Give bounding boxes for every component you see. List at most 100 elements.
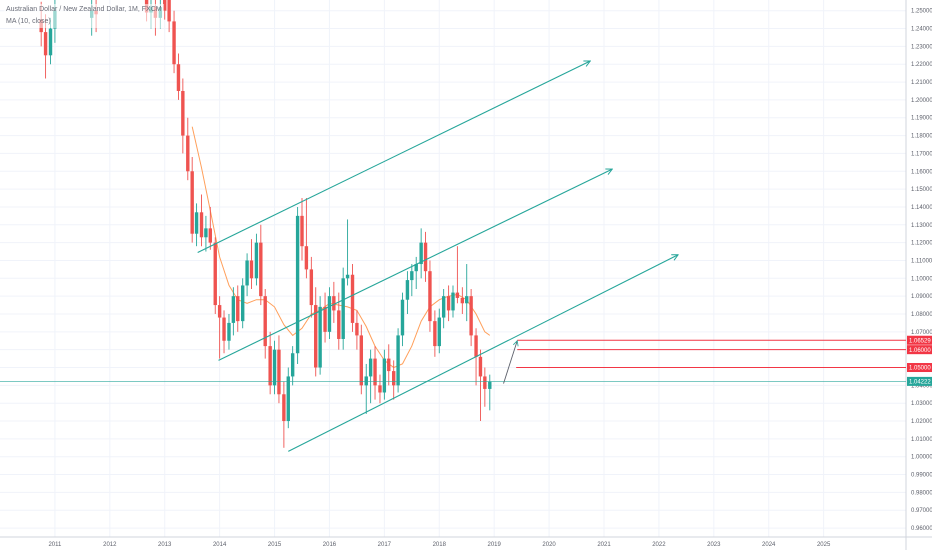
- candle-body: [488, 381, 492, 389]
- price-level-label-bg: [907, 345, 932, 355]
- y-tick-label: 1.00000: [911, 455, 932, 461]
- candle-body: [167, 0, 171, 22]
- channel-line-lower: [288, 255, 678, 452]
- candle-body: [268, 346, 272, 386]
- candle-body: [373, 358, 377, 386]
- candle-body: [451, 292, 455, 311]
- candle-body: [263, 296, 267, 347]
- candle-body: [359, 335, 364, 386]
- candle-body: [245, 260, 249, 286]
- candle-body: [194, 212, 199, 234]
- channel-line-upper: [197, 61, 591, 253]
- ma-legend-label: MA (10, close): [6, 18, 51, 25]
- candle-body: [391, 371, 396, 386]
- candle-body: [231, 296, 236, 323]
- candle-body: [222, 317, 226, 341]
- channel-line-middle: [218, 169, 613, 361]
- y-tick-label: 1.23000: [911, 44, 932, 50]
- candles-layer: [39, 0, 492, 448]
- x-tick-label: 2023: [707, 542, 721, 548]
- candle-body: [181, 90, 185, 136]
- candle-body: [240, 285, 245, 322]
- candle-body: [341, 278, 345, 339]
- x-tick-label: 2011: [48, 542, 62, 548]
- last-price-label: 1.04222: [909, 380, 931, 386]
- candle-body: [419, 242, 423, 265]
- projection-arrow: [503, 341, 518, 384]
- y-tick-label: 1.07000: [911, 330, 932, 336]
- candle-body: [48, 28, 53, 56]
- candle-body: [350, 274, 355, 323]
- candle-body: [176, 64, 181, 91]
- candle-body: [378, 385, 382, 393]
- y-tick-label: 1.19000: [911, 116, 932, 122]
- candle-body: [286, 376, 290, 422]
- candle-body: [217, 305, 222, 318]
- candle-body: [208, 228, 213, 243]
- candle-body: [163, 0, 167, 11]
- price-level-label: 1.06529: [909, 338, 931, 344]
- candle-body: [410, 271, 414, 281]
- candle-body: [474, 335, 478, 357]
- candle-body: [290, 353, 295, 377]
- y-tick-label: 1.03000: [911, 401, 932, 407]
- x-tick-label: 2013: [158, 542, 172, 548]
- y-tick-label: 1.14000: [911, 205, 932, 211]
- candle-body: [227, 322, 231, 341]
- x-tick-label: 2020: [542, 542, 556, 548]
- y-tick-label: 1.16000: [911, 169, 932, 175]
- candle-body: [327, 296, 332, 332]
- x-tick-label: 2014: [213, 542, 227, 548]
- candle-body: [364, 376, 368, 386]
- candle-body: [332, 296, 336, 311]
- price-labels-layer: 1.06529 1.06000 1.05000 1.04222: [907, 335, 932, 386]
- x-tick-label: 2018: [433, 542, 447, 548]
- candle-body: [318, 306, 322, 368]
- y-tick-label: 1.17000: [911, 151, 932, 157]
- candle-body: [465, 296, 469, 304]
- drawings-layer[interactable]: [0, 61, 906, 452]
- candle-body: [304, 246, 309, 270]
- candle-body: [455, 292, 460, 298]
- candle-body: [259, 242, 263, 297]
- y-tick-label: 1.21000: [911, 80, 932, 86]
- y-tick-label: 1.13000: [911, 223, 932, 229]
- candle-body: [172, 21, 176, 65]
- candle-body: [300, 215, 304, 247]
- candle-body: [441, 296, 446, 318]
- y-tick-label: 1.04000: [911, 383, 932, 389]
- price-level-label-bg: [907, 335, 932, 345]
- candle-body: [345, 274, 350, 279]
- grid-layer: [0, 0, 906, 537]
- x-tick-label: 2015: [268, 542, 282, 548]
- candle-body: [433, 321, 437, 347]
- y-tick-label: 0.97000: [911, 508, 932, 514]
- y-tick-label: 1.08000: [911, 312, 932, 318]
- candle-body: [43, 32, 48, 56]
- y-tick-label: 1.09000: [911, 294, 932, 300]
- y-tick-label: 1.24000: [911, 27, 932, 33]
- price-level-label: 1.05000: [909, 366, 931, 372]
- candle-body: [428, 271, 432, 322]
- candle-body: [282, 394, 286, 422]
- candle-body: [314, 305, 318, 368]
- candle-body: [483, 376, 487, 389]
- candle-body: [478, 356, 483, 377]
- price-level-label: 1.06000: [909, 348, 931, 354]
- chart-legend: Australian Dollar / New Zealand Dollar, …: [4, 4, 164, 28]
- y-tick-label: 1.25000: [911, 9, 932, 15]
- candle-body: [295, 215, 300, 354]
- price-level-label-bg: [907, 363, 932, 373]
- y-tick-label: 1.02000: [911, 419, 932, 425]
- candle-body: [368, 358, 373, 377]
- candle-body: [423, 242, 428, 272]
- x-tick-label: 2012: [103, 542, 117, 548]
- candle-body: [400, 299, 405, 336]
- y-tick-label: 0.96000: [911, 526, 932, 532]
- x-tick-label: 2024: [762, 542, 776, 548]
- candle-body: [446, 296, 451, 311]
- y-tick-label: 1.18000: [911, 134, 932, 140]
- candle-body: [355, 322, 359, 336]
- symbol-title: Australian Dollar / New Zealand Dollar, …: [6, 6, 162, 13]
